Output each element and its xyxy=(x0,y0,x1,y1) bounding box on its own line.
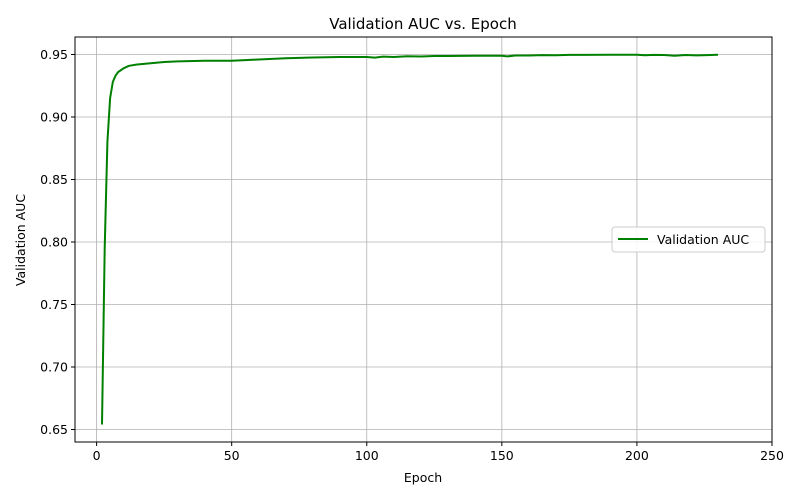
y-tick-label: 0.85 xyxy=(40,172,68,187)
y-tick-label: 0.70 xyxy=(40,360,68,375)
y-tick-label: 0.90 xyxy=(40,110,68,125)
x-tick-label: 0 xyxy=(93,448,101,463)
chart-title: Validation AUC vs. Epoch xyxy=(329,15,516,33)
legend: Validation AUC xyxy=(611,226,766,253)
x-tick-label: 250 xyxy=(760,448,784,463)
y-tick-label: 0.95 xyxy=(40,47,68,62)
y-axis-label: Validation AUC xyxy=(13,194,28,286)
y-tick-label: 0.75 xyxy=(40,297,68,312)
x-tick-label: 50 xyxy=(224,448,240,463)
x-axis-label: Epoch xyxy=(404,470,442,485)
series-line-validation-auc xyxy=(101,53,719,425)
x-tick-label: 150 xyxy=(490,448,514,463)
plot-frame xyxy=(74,36,773,443)
legend-box xyxy=(611,226,766,253)
series-layer xyxy=(101,53,719,425)
y-tick-label: 0.65 xyxy=(40,422,68,437)
legend-label: Validation AUC xyxy=(657,232,749,247)
y-axis: 0.65 0.70 0.75 0.80 0.85 0.90 0.95 xyxy=(40,47,75,437)
y-tick-label: 0.80 xyxy=(40,235,68,250)
x-tick-label: 100 xyxy=(355,448,379,463)
x-axis: 0 50 100 150 200 250 xyxy=(93,442,784,463)
x-tick-label: 200 xyxy=(625,448,649,463)
